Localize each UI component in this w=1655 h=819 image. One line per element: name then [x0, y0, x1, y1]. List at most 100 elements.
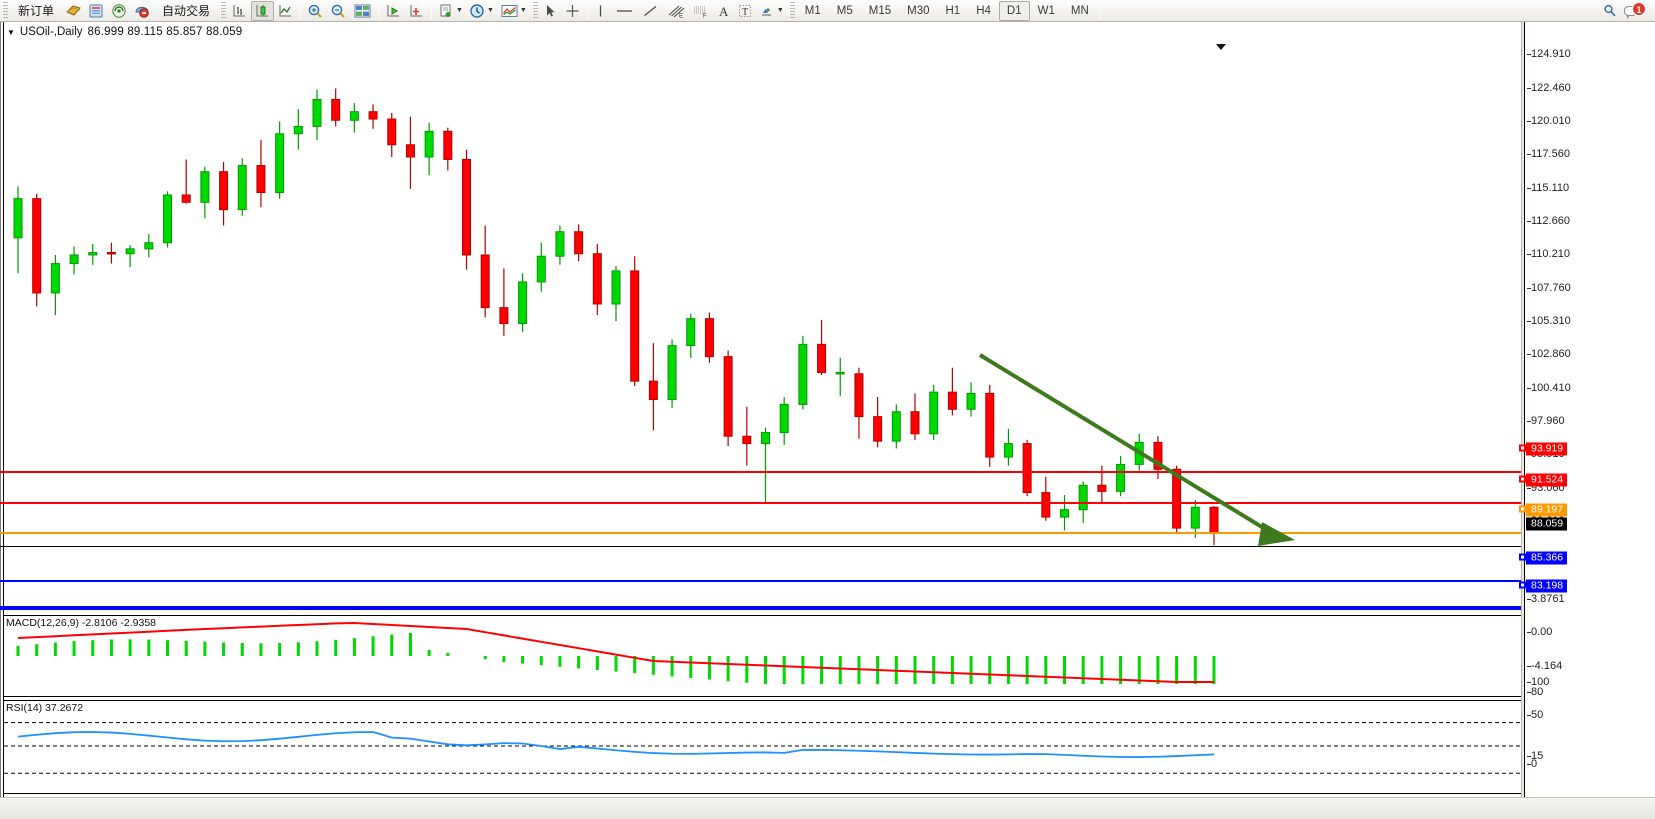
new-order-button[interactable]: 新订单	[10, 1, 62, 21]
horizontal-line-icon[interactable]	[611, 1, 638, 21]
chart-scale-grip[interactable]	[1521, 22, 1525, 797]
level-handle[interactable]	[1519, 553, 1526, 561]
candle-body	[1116, 463, 1126, 492]
candle-body	[293, 125, 303, 135]
search-icon[interactable]	[1599, 1, 1621, 21]
candle-body	[873, 416, 883, 442]
candle-body	[144, 242, 154, 250]
price-tag-91.524[interactable]: 91.524	[1519, 473, 1568, 487]
candle-body	[854, 373, 864, 418]
price-tag-85.366[interactable]: 85.366	[1519, 551, 1568, 565]
templates-icon[interactable]: ▼	[497, 1, 530, 21]
candle-body	[1172, 468, 1182, 529]
level-handle[interactable]	[1519, 505, 1526, 513]
support-line-1[interactable]	[0, 580, 1521, 582]
toolbar-right-group: 1	[1599, 1, 1655, 21]
price-tick: 97.960	[1527, 415, 1565, 427]
add-indicator-icon[interactable]: ▼	[435, 1, 466, 21]
chart-top-marker	[1216, 44, 1226, 50]
candle-body	[368, 111, 378, 120]
chevron-down-icon-4[interactable]: ▼	[776, 7, 784, 14]
notifications-button[interactable]: 1	[1621, 1, 1649, 21]
candlestick-chart-icon[interactable]	[251, 0, 275, 21]
price-pane[interactable]	[4, 40, 1521, 611]
chart-shift-icon[interactable]	[382, 1, 405, 21]
candle-body	[1022, 443, 1032, 494]
price-tick: 107.760	[1527, 282, 1571, 294]
timeframe-m30[interactable]: M30	[907, 4, 930, 17]
timeframe-d1[interactable]: D1	[998, 0, 1030, 21]
svg-text:T: T	[742, 7, 748, 18]
candle-body	[312, 98, 322, 127]
vertical-line-icon[interactable]	[591, 1, 611, 21]
toolbar-separator-5	[1099, 2, 1101, 19]
chart-area[interactable]: ▼ USOil-,Daily 86.999 89.115 85.857 88.0…	[0, 22, 1655, 819]
arrows-icon[interactable]: ▼	[756, 1, 787, 21]
text-label-icon[interactable]: T	[734, 1, 756, 21]
zoom-in-icon[interactable]	[304, 1, 327, 21]
resistance-line-2[interactable]	[0, 502, 1521, 504]
equidistant-channel-icon[interactable]: E	[663, 1, 688, 21]
line-chart-icon[interactable]	[274, 1, 297, 21]
timeframe-m15[interactable]: M15	[868, 4, 892, 17]
timeframe-w1[interactable]: W1	[1037, 4, 1055, 17]
autotrading-button[interactable]: 自动交易	[154, 1, 218, 21]
rsi-pane[interactable]	[4, 700, 1521, 794]
navigator-icon[interactable]	[108, 1, 131, 21]
timeframe-m1[interactable]: M1	[804, 4, 821, 17]
candle-body	[237, 165, 247, 211]
auto-scroll-icon[interactable]	[405, 1, 428, 21]
price-tag-89.197[interactable]: 89.197	[1519, 503, 1568, 517]
timeframe-m5[interactable]: M5	[836, 4, 853, 17]
toolbar-separator-1	[300, 2, 302, 19]
profile-icon[interactable]	[62, 1, 85, 21]
candle-body	[835, 372, 845, 375]
candle-body	[275, 133, 285, 194]
chart-left-border	[0, 22, 1, 797]
fibonacci-icon[interactable]: F	[688, 1, 713, 21]
price-tick: 15	[1526, 750, 1544, 762]
candle-body	[1003, 443, 1013, 458]
pivot-line[interactable]	[0, 532, 1521, 534]
cursor-icon[interactable]	[540, 1, 561, 21]
candle-body	[947, 391, 957, 410]
level-handle[interactable]	[1519, 444, 1526, 452]
chevron-down-icon-3[interactable]: ▼	[519, 7, 527, 14]
chart-menu-caret-icon[interactable]: ▼	[7, 27, 15, 37]
terminal-icon[interactable]	[131, 1, 154, 21]
toolbar-grip-4[interactable]	[788, 1, 795, 20]
svg-text:E: E	[679, 13, 683, 19]
candle-body	[630, 270, 640, 382]
market-watch-icon[interactable]	[85, 1, 108, 21]
price-tag-88.059[interactable]: 88.059	[1526, 517, 1568, 531]
candle-body	[611, 270, 621, 305]
toolbar-grip[interactable]	[2, 1, 8, 20]
resistance-line-1[interactable]	[0, 471, 1521, 473]
svg-text:A: A	[719, 4, 729, 19]
data-window-icon[interactable]	[350, 1, 375, 21]
text-tool-icon[interactable]: A	[713, 1, 734, 21]
chevron-down-icon-2[interactable]: ▼	[486, 7, 494, 14]
price-tag-93.919[interactable]: 93.919	[1519, 442, 1568, 456]
crosshair-icon[interactable]	[561, 1, 584, 21]
timeframe-h1[interactable]: H1	[945, 4, 961, 17]
timeframe-mn[interactable]: MN	[1070, 4, 1089, 17]
candle-body	[125, 248, 135, 255]
toolbar-grip-2[interactable]	[220, 1, 227, 20]
bar-chart-icon[interactable]	[228, 1, 251, 21]
toolbar-grip-3[interactable]	[531, 1, 538, 20]
price-tick: 100	[1526, 676, 1550, 688]
notification-count: 1	[1632, 1, 1646, 16]
trendline-icon[interactable]	[638, 1, 663, 21]
candle-body	[817, 343, 827, 374]
macd-pane[interactable]	[4, 615, 1521, 697]
support-line-2[interactable]	[0, 606, 1521, 610]
timeframe-h4[interactable]: H4	[976, 4, 991, 17]
chevron-down-icon[interactable]: ▼	[456, 7, 463, 14]
price-tag-83.198[interactable]: 83.198	[1519, 579, 1568, 593]
price-axis[interactable]: 124.910 122.460 120.010 117.560 115.110 112.6…	[1519, 22, 1655, 797]
period-clock-icon[interactable]: ▼	[466, 1, 497, 21]
level-handle[interactable]	[1519, 475, 1526, 483]
zoom-out-icon[interactable]	[327, 1, 350, 21]
level-handle[interactable]	[1519, 581, 1526, 589]
